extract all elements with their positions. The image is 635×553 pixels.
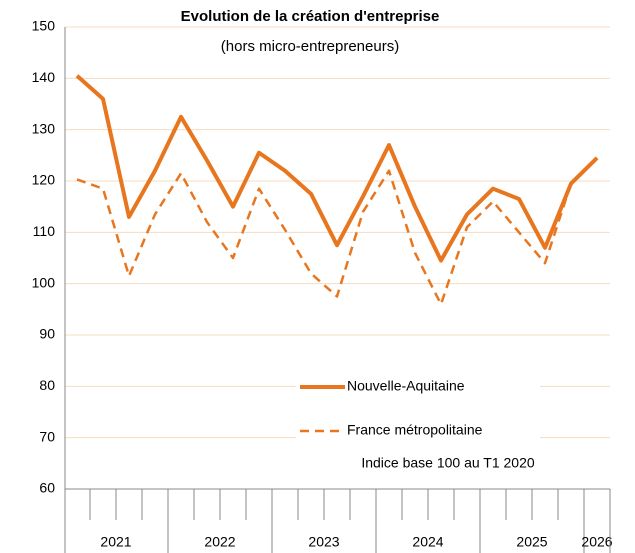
x-tick-label: 2024 — [412, 534, 443, 550]
legend-box — [296, 372, 540, 478]
y-tick-label: 120 — [32, 172, 56, 188]
chart-title: Evolution de la création d'entreprise — [181, 8, 440, 25]
series-line — [75, 74, 599, 263]
grid — [65, 26, 610, 439]
series-line — [76, 157, 598, 306]
chart-subtitle: (hors micro-entrepreneurs) — [221, 38, 399, 55]
x-tick-label: 2022 — [204, 534, 235, 550]
y-tick-label: 100 — [32, 274, 56, 290]
y-tick-label: 90 — [39, 326, 55, 342]
y-tick-label: 70 — [39, 428, 55, 444]
y-tick-label: 150 — [32, 18, 56, 34]
x-tick-label: 2025 — [516, 534, 547, 550]
legend-label: France métropolitaine — [347, 422, 483, 438]
annotation: Indice base 100 au T1 2020 — [361, 455, 535, 471]
y-tick-label: 130 — [32, 120, 56, 136]
x-tick-label: 2021 — [100, 534, 131, 550]
y-tick-label: 110 — [33, 223, 56, 239]
legend-label: Nouvelle-Aquitaine — [347, 378, 465, 394]
y-tick-label: 80 — [39, 377, 55, 393]
x-tick-label: 2023 — [308, 534, 339, 550]
y-tick-label: 140 — [32, 69, 56, 85]
x-tick-label: 2026 — [581, 534, 612, 550]
y-tick-label: 60 — [39, 480, 55, 496]
